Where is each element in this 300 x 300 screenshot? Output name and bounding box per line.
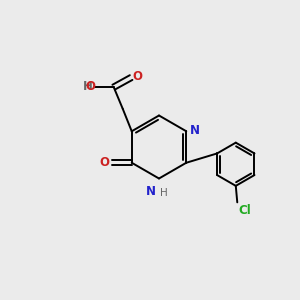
- Text: O: O: [85, 80, 95, 93]
- Text: O: O: [100, 156, 110, 169]
- Text: N: N: [190, 124, 200, 136]
- Text: H: H: [160, 188, 168, 198]
- Text: O: O: [133, 70, 142, 83]
- Text: N: N: [146, 185, 156, 198]
- Text: Cl: Cl: [238, 203, 250, 217]
- Text: H: H: [83, 80, 93, 93]
